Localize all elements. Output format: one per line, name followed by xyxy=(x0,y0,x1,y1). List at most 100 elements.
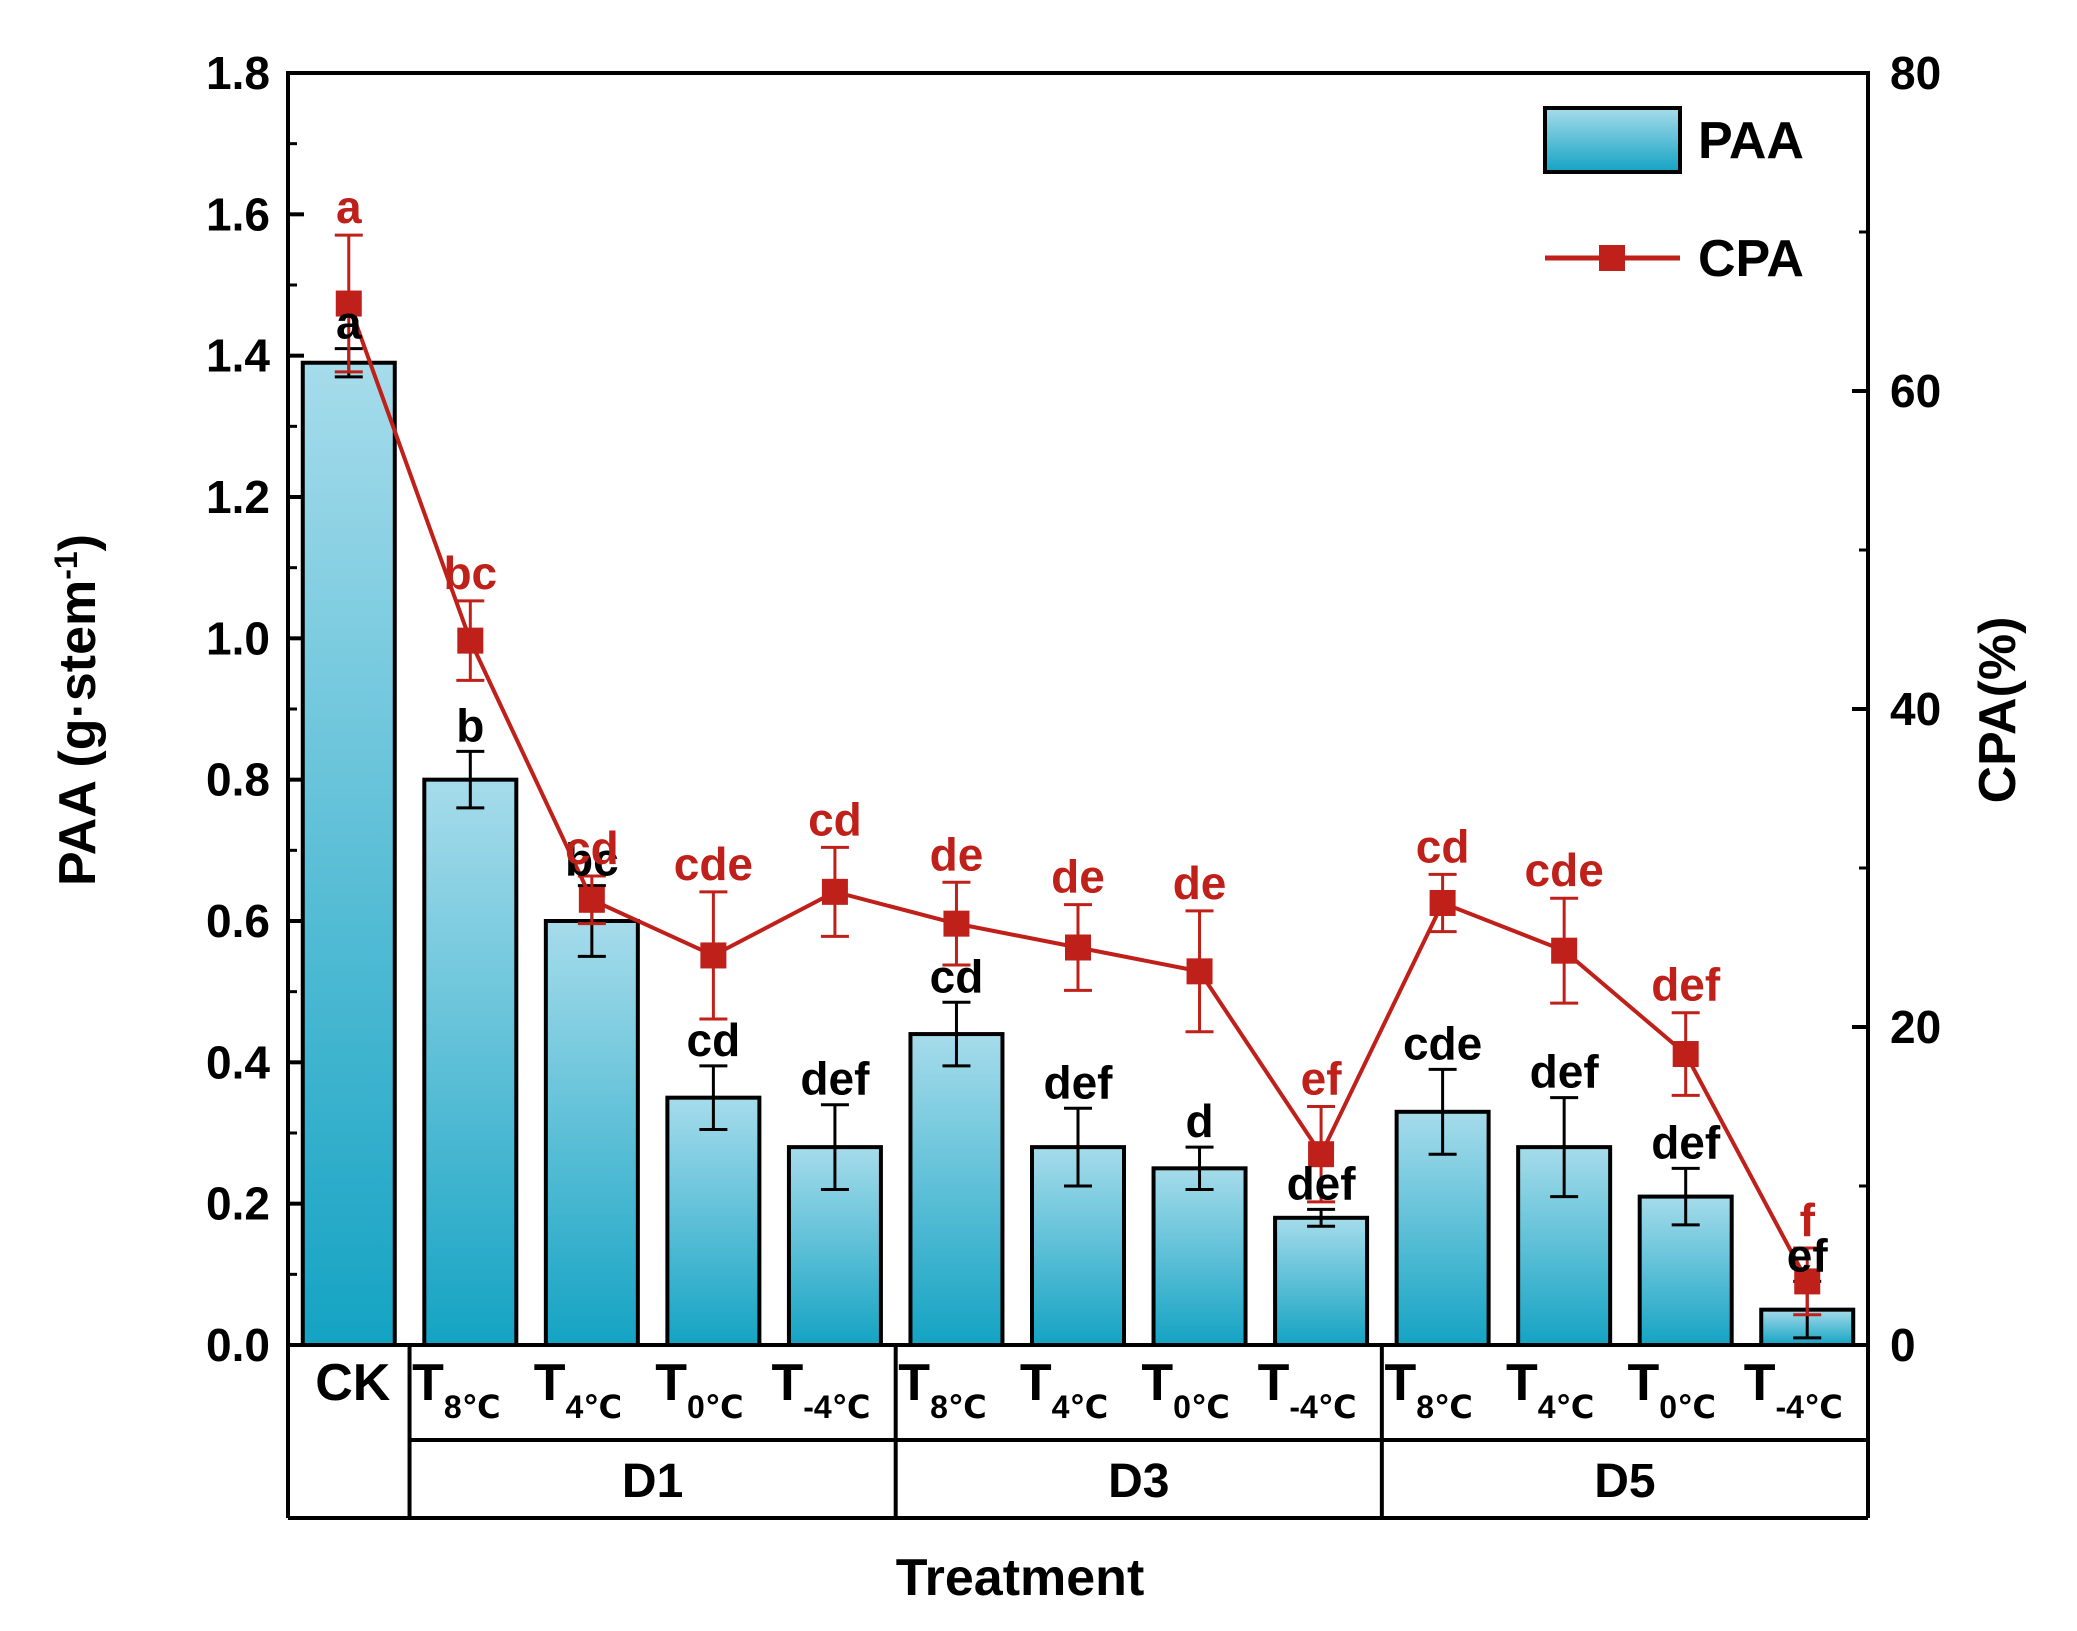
category-label: T4℃ xyxy=(534,1354,622,1425)
cpa-point xyxy=(578,886,605,913)
legend-paa-swatch xyxy=(1543,106,1682,174)
cpa-significance-letter: bc xyxy=(443,547,497,599)
category-label-sub: -4℃ xyxy=(1776,1389,1843,1425)
category-label-sub: 0℃ xyxy=(1659,1389,1716,1425)
paa-bar xyxy=(300,360,397,1347)
category-label: T4℃ xyxy=(1506,1354,1594,1425)
paa-bar xyxy=(1151,1166,1248,1348)
y-left-tick-label: 1.4 xyxy=(206,330,270,382)
cpa-significance-letter: cd xyxy=(1416,820,1470,872)
category-label: T8℃ xyxy=(412,1354,500,1425)
paa-significance-letter: cde xyxy=(1403,1017,1482,1069)
cpa-significance-letter: cd xyxy=(808,793,862,845)
cpa-significance-letter: a xyxy=(336,181,362,233)
category-label-sub: -4℃ xyxy=(803,1389,870,1425)
legend-paa-label: PAA xyxy=(1698,112,1804,170)
legend-cpa-marker xyxy=(1599,245,1625,271)
cpa-significance-letter: de xyxy=(1173,857,1227,909)
y-left-tick-label: 0.2 xyxy=(206,1178,270,1230)
cpa-point xyxy=(1065,934,1091,961)
cpa-significance-letter: cde xyxy=(1525,844,1604,896)
paa-significance-letter: def xyxy=(1651,1116,1721,1168)
category-label-sub: 8℃ xyxy=(1416,1389,1473,1425)
category-label: T-4℃ xyxy=(1744,1354,1843,1425)
group-label: D1 xyxy=(622,1455,683,1508)
category-label-sub: 4℃ xyxy=(1538,1389,1595,1425)
category-label-sub: 4℃ xyxy=(565,1389,622,1425)
paa-significance-letter: def xyxy=(1287,1157,1357,1209)
category-label: T-4℃ xyxy=(771,1354,870,1425)
cpa-point xyxy=(1551,937,1578,964)
category-label-main: T xyxy=(1506,1354,1538,1412)
cpa-point xyxy=(1672,1041,1699,1068)
category-label-main: T xyxy=(1258,1354,1290,1412)
y-left-tick-label: 0.6 xyxy=(206,895,270,947)
line-layer xyxy=(334,233,1822,1317)
paa-significance-letter: def xyxy=(1530,1046,1600,1098)
paa-significance-letter: def xyxy=(800,1053,870,1105)
y-left-tick-label: 1.6 xyxy=(206,188,270,240)
cpa-significance-letter: cd xyxy=(565,822,619,874)
category-label-main: T xyxy=(412,1354,444,1412)
cpa-point xyxy=(943,910,970,937)
category-label-sub: 8℃ xyxy=(930,1389,987,1425)
cpa-point xyxy=(1186,958,1213,985)
y-left-tick-label: 1.2 xyxy=(206,471,270,523)
category-label: CK xyxy=(315,1354,391,1412)
category-label: T-4℃ xyxy=(1258,1354,1357,1425)
paa-significance-letter: ef xyxy=(1787,1229,1829,1281)
cpa-point xyxy=(821,878,848,905)
legend-cpa-label: CPA xyxy=(1698,230,1804,288)
paa-significance-letter: def xyxy=(1044,1056,1114,1108)
category-label-sub: 0℃ xyxy=(687,1389,744,1425)
cpa-significance-letter: cde xyxy=(674,838,753,890)
y-right-tick-label: 20 xyxy=(1890,1001,1941,1053)
paa-bar xyxy=(908,1032,1005,1347)
y-axis-right-title: CPA(%) xyxy=(1969,617,2027,804)
axes-layer: 0.0 0.2 0.4 0.6 0.8 1.0 1.2 1.4 1.6 1.8 0 20 40 60 80 xyxy=(206,47,1941,1371)
category-label: T4℃ xyxy=(1020,1354,1108,1425)
category-label-sub: 0℃ xyxy=(1173,1389,1230,1425)
category-label: T8℃ xyxy=(1384,1354,1472,1425)
category-label-main: T xyxy=(655,1354,687,1412)
y-left-tick-label: 1.8 xyxy=(206,47,270,99)
cpa-significance-letter: f xyxy=(1800,1194,1816,1246)
paa-significance-letter: a xyxy=(336,297,362,349)
paa-bar xyxy=(543,919,640,1347)
category-label-main: CK xyxy=(315,1354,391,1412)
category-label: T0℃ xyxy=(655,1354,743,1425)
y-axis-left-title: PAA (g·stem-1) xyxy=(48,534,107,886)
category-label-sub: -4℃ xyxy=(1289,1389,1356,1425)
cpa-point xyxy=(335,290,362,317)
y-right-tick-label: 60 xyxy=(1890,365,1941,417)
paa-significance-letter: cd xyxy=(930,950,984,1002)
category-label-sub: 4℃ xyxy=(1052,1389,1109,1425)
category-label: T8℃ xyxy=(898,1354,986,1425)
cpa-point xyxy=(1429,889,1456,916)
cpa-point xyxy=(457,627,484,654)
category-label: T0℃ xyxy=(1141,1354,1229,1425)
cpa-significance-letter: de xyxy=(1051,851,1105,903)
cpa-point xyxy=(1794,1268,1821,1295)
cpa-point xyxy=(700,942,727,969)
y-axis-left-title-sup: -1 xyxy=(48,551,84,579)
category-label-main: T xyxy=(534,1354,566,1412)
bars-layer xyxy=(300,347,1856,1348)
paa-bar xyxy=(1273,1215,1370,1348)
y-right-tick-label: 40 xyxy=(1890,683,1941,735)
paa-significance-letter: cd xyxy=(687,1014,741,1066)
category-label: T0℃ xyxy=(1628,1354,1716,1425)
category-label-main: T xyxy=(1384,1354,1416,1412)
y-left-tick-label: 1.0 xyxy=(206,612,270,664)
category-label-sub: 8℃ xyxy=(444,1389,501,1425)
paa-bar xyxy=(422,777,519,1347)
paa-significance-letter: bc xyxy=(565,834,619,886)
cpa-significance-letter: ef xyxy=(1301,1053,1343,1105)
category-label-main: T xyxy=(1020,1354,1052,1412)
legend: PAA CPA xyxy=(1543,106,1804,288)
group-label: D3 xyxy=(1108,1455,1169,1508)
y-axis-left-title-main: PAA (g·stem xyxy=(49,580,107,886)
